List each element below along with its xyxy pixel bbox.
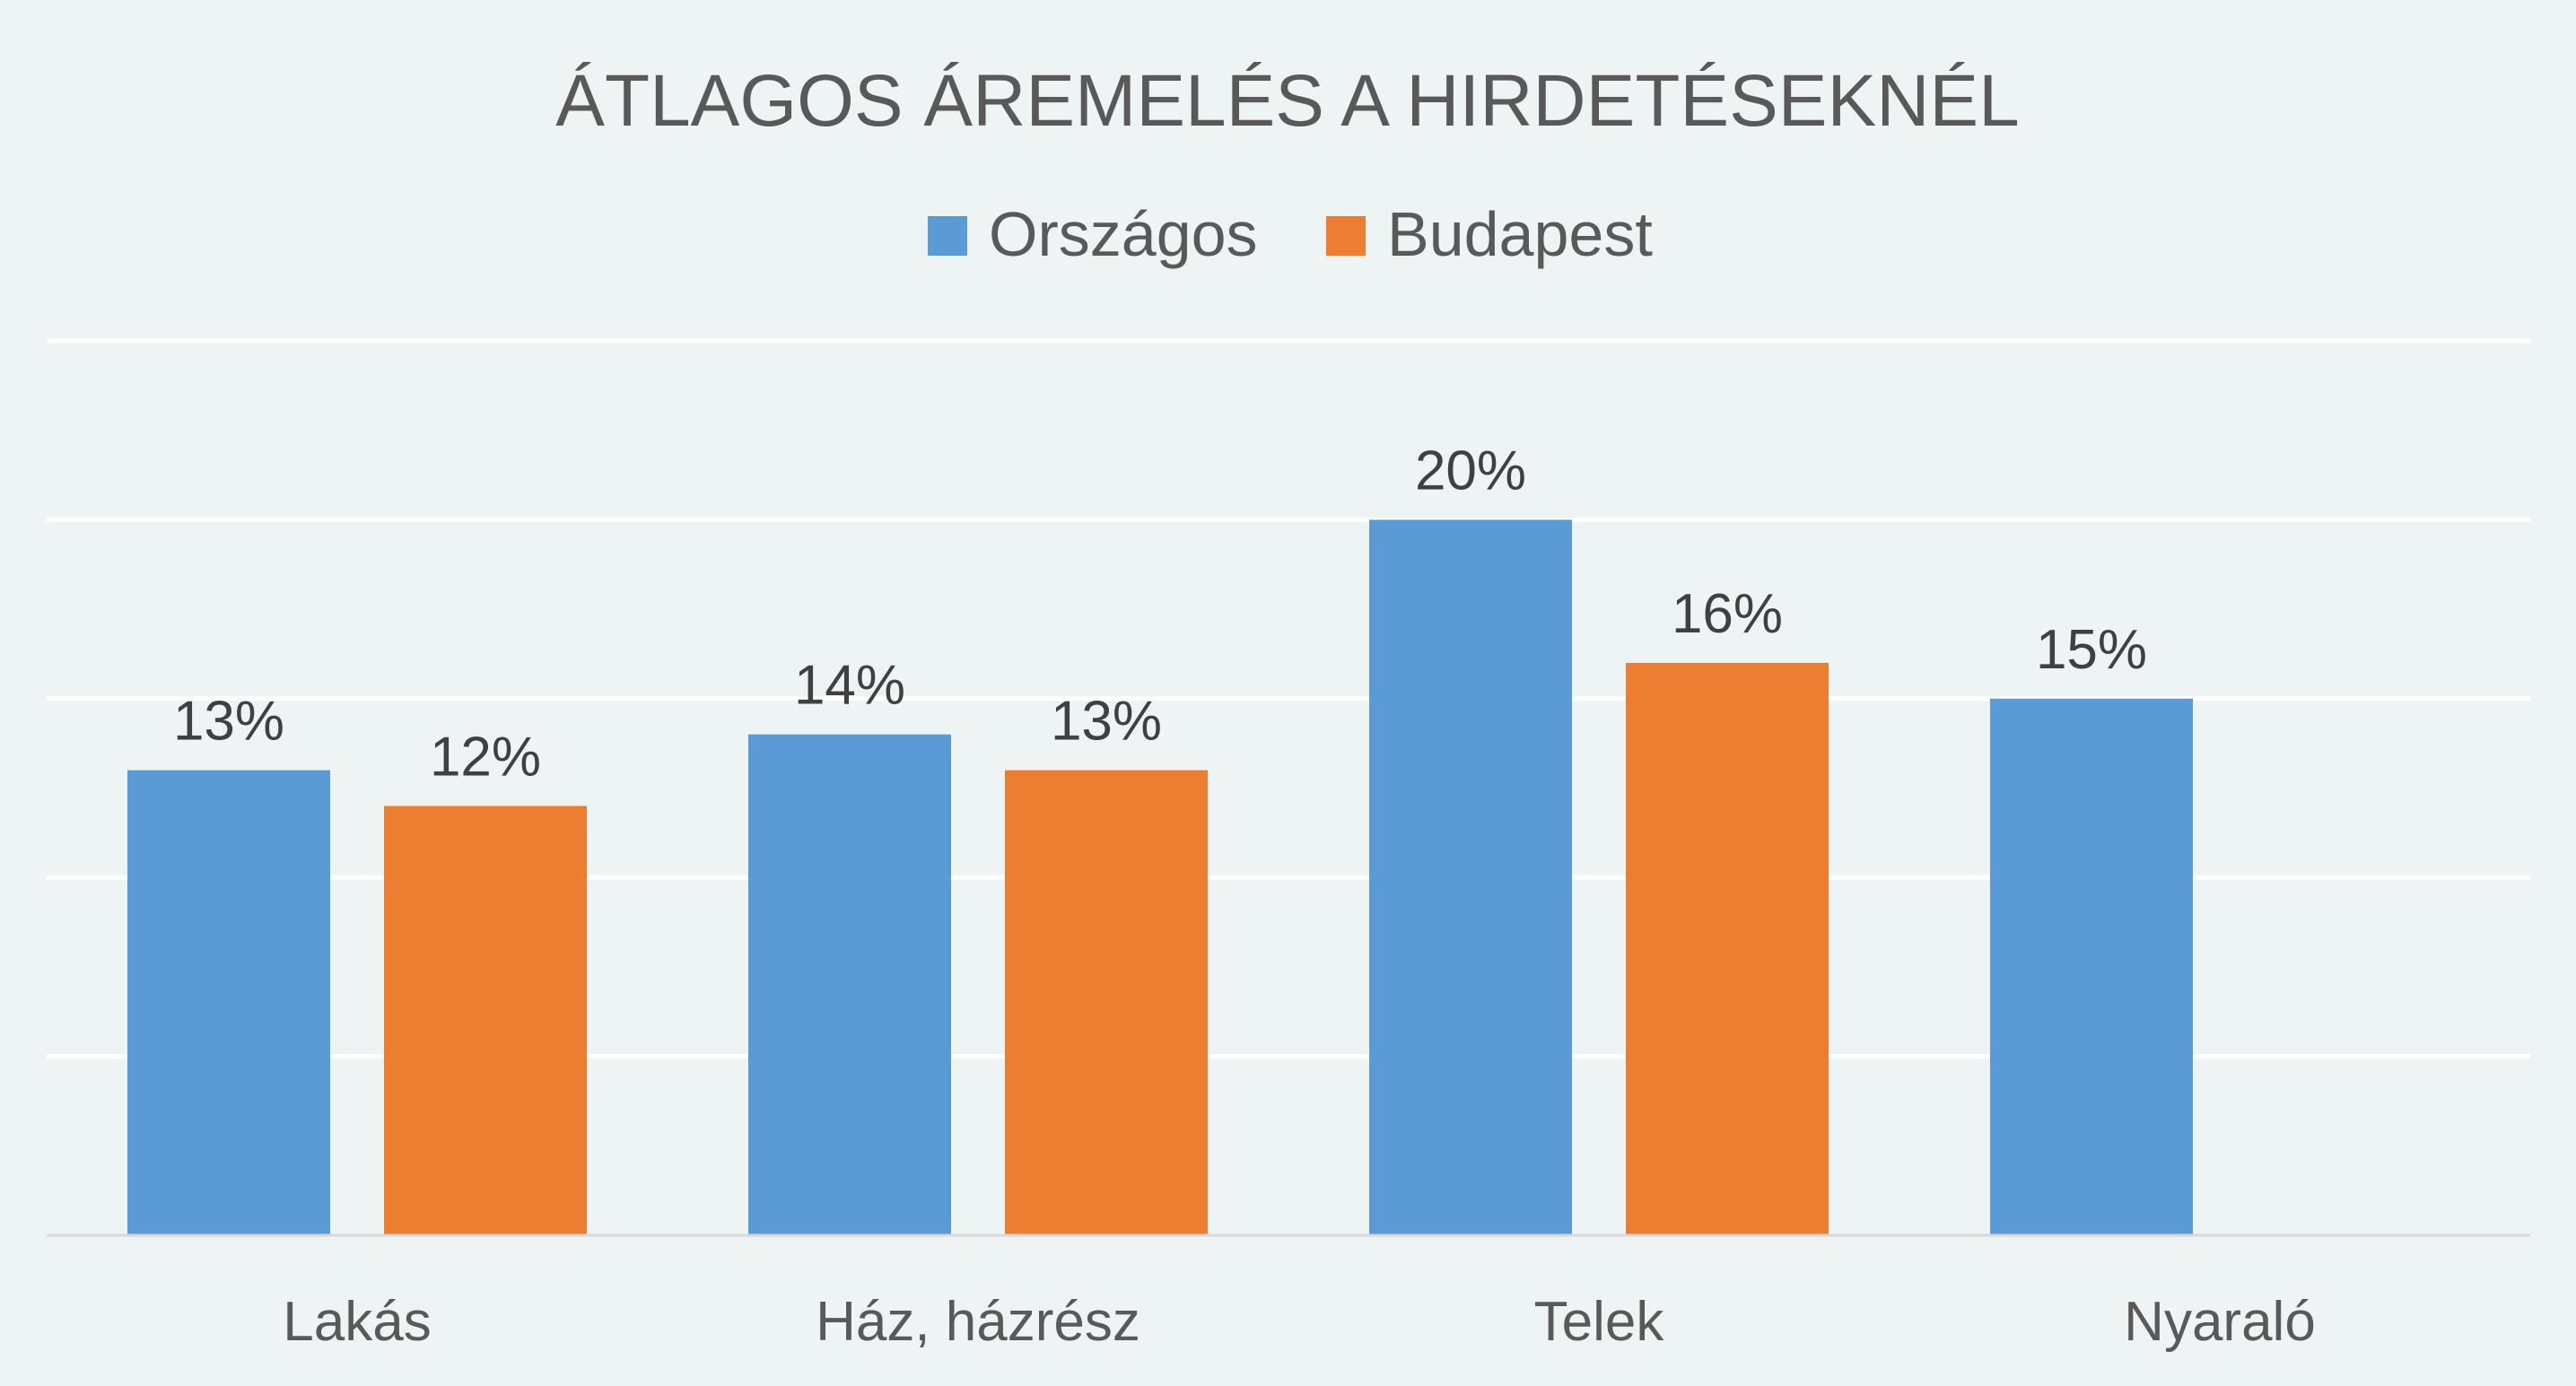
bar-orszagos bbox=[127, 770, 330, 1235]
legend-swatch bbox=[1326, 216, 1366, 256]
x-tick-label: Nyaraló bbox=[2124, 1291, 2316, 1353]
x-tick-label: Ház, házrész bbox=[816, 1291, 1140, 1353]
legend-label: Országos bbox=[989, 199, 1258, 269]
data-label: 16% bbox=[1672, 583, 1783, 645]
x-axis: Lakás Ház, házrész Telek Nyaraló bbox=[47, 1233, 2530, 1353]
bar-budapest bbox=[1005, 770, 1208, 1235]
data-labels: 13% 12% 14% 13% 20% 16% 15% bbox=[173, 440, 2147, 788]
bars bbox=[127, 519, 2193, 1235]
chart-title: ÁTLAGOS ÁREMELÉS A HIRDETÉSEKNÉL bbox=[555, 60, 2019, 142]
bar-budapest bbox=[1626, 662, 1829, 1235]
x-tick-label: Telek bbox=[1534, 1291, 1665, 1353]
data-label: 14% bbox=[794, 655, 905, 717]
legend: Országos Budapest bbox=[928, 199, 1653, 269]
x-tick-label: Lakás bbox=[283, 1291, 431, 1353]
data-label: 15% bbox=[2036, 619, 2147, 681]
bar-orszagos bbox=[1369, 519, 1572, 1235]
data-label: 20% bbox=[1415, 440, 1526, 501]
data-label: 13% bbox=[1051, 691, 1162, 753]
data-label: 12% bbox=[430, 726, 541, 788]
bar-budapest bbox=[384, 806, 587, 1235]
bar-orszagos bbox=[748, 734, 951, 1235]
legend-label: Budapest bbox=[1387, 199, 1653, 269]
legend-swatch bbox=[928, 216, 967, 256]
data-label: 13% bbox=[173, 691, 284, 753]
bar-orszagos bbox=[1990, 698, 2193, 1235]
